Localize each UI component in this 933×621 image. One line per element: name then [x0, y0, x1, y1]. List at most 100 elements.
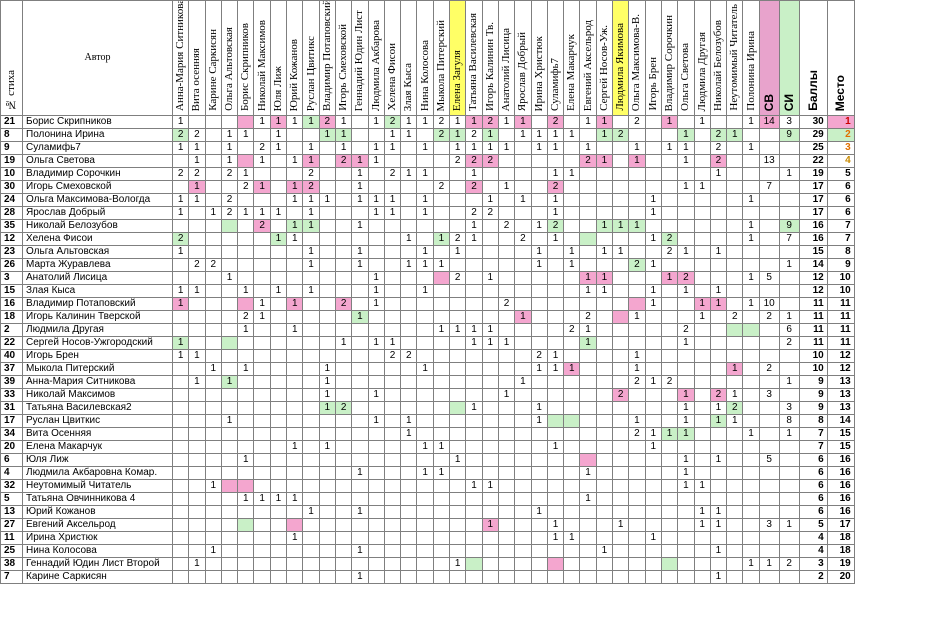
vote-cell: [644, 219, 662, 233]
place-cell: 11: [826, 336, 855, 350]
vote-cell: [481, 466, 499, 480]
voter-header-label: Игорь Брен: [646, 57, 659, 111]
vote-cell: [269, 219, 288, 233]
vote-cell: 1: [253, 115, 271, 129]
vote-cell: [628, 180, 646, 194]
vote-cell: [497, 167, 516, 181]
vote-cell: [286, 271, 304, 285]
author-name: Марта Журавлева: [22, 258, 173, 272]
vote-cell: 1: [286, 232, 304, 246]
vote-cell: 2: [220, 206, 239, 220]
vote-cell: [530, 518, 548, 532]
vote-cell: [351, 492, 369, 506]
author-name: Геннадий Юдин Лист Второй: [22, 557, 173, 571]
vote-cell: [220, 258, 239, 272]
vote-cell: [318, 206, 336, 220]
vote-cell: [612, 427, 630, 441]
vote-cell: [742, 167, 760, 181]
vote-cell: [253, 284, 271, 298]
vote-cell: [595, 570, 614, 584]
vote-cell: [383, 570, 402, 584]
vote-cell: [628, 479, 646, 493]
vote-cell: 1: [220, 375, 239, 389]
vote-cell: [432, 531, 451, 545]
vote-cell: [204, 180, 222, 194]
vote-cell: 1: [400, 115, 418, 129]
vote-cell: [432, 492, 451, 506]
vote-cell: 2: [383, 349, 402, 363]
place-cell: 8: [826, 245, 855, 259]
vote-cell: 1: [351, 193, 369, 207]
vote-cell: [465, 414, 483, 428]
vote-cell: 1: [742, 271, 760, 285]
vote-cell: [514, 466, 532, 480]
vote-cell: 1: [269, 284, 288, 298]
vote-cell: 1: [644, 206, 662, 220]
vote-cell: [660, 167, 679, 181]
vote-cell: [318, 427, 336, 441]
vote-cell: 1: [269, 141, 288, 155]
vote-cell: [514, 492, 532, 506]
table-row: 28 Ярослав Добрый 1 1 2 1 1 1 1 1 1 1 2 2 1 1 17 6: [0, 206, 855, 220]
poem-number: 28: [0, 206, 23, 220]
vote-cell: [269, 258, 288, 272]
vote-cell: [726, 440, 744, 454]
col-num-header: № стиха: [0, 0, 23, 116]
vote-cell: [269, 180, 288, 194]
vote-cell: [546, 401, 565, 415]
vote-cell: [334, 570, 353, 584]
vote-cell: [677, 544, 695, 558]
vote-cell: 1: [351, 219, 369, 233]
rating-table: № стиха Автор Анна-Мария Ситникова Вита осе…: [0, 0, 855, 584]
vote-cell: [465, 427, 483, 441]
vote-cell: [367, 362, 385, 376]
vote-cell: [612, 440, 630, 454]
vote-cell: 1: [677, 284, 695, 298]
vote-cell: [351, 232, 369, 246]
vote-cell: [563, 375, 581, 389]
vote-cell: [563, 271, 581, 285]
score-cell: 6: [798, 479, 828, 493]
vote-cell: 1: [188, 284, 206, 298]
vote-cell: [514, 323, 532, 337]
score-cell: 10: [798, 362, 828, 376]
vote-cell: [318, 271, 336, 285]
vote-cell: 1: [383, 193, 402, 207]
vote-cell: [465, 518, 483, 532]
voter-header-label: Игорь Калинин Тв.: [483, 21, 496, 111]
vote-cell: [742, 206, 760, 220]
vote-cell: [709, 349, 728, 363]
score-cell: 11: [798, 323, 828, 337]
vote-cell: [171, 219, 190, 233]
vote-cell: [367, 518, 385, 532]
si-cell: [778, 544, 800, 558]
vote-cell: [302, 414, 320, 428]
vote-cell: [416, 336, 434, 350]
vote-cell: 1: [302, 258, 320, 272]
vote-cell: [628, 570, 646, 584]
vote-cell: [612, 297, 630, 311]
vote-cell: [563, 154, 581, 168]
vote-cell: [497, 544, 516, 558]
vote-cell: [351, 427, 369, 441]
vote-cell: 1: [237, 284, 255, 298]
vote-cell: 1: [383, 141, 402, 155]
vote-cell: [253, 128, 271, 142]
sv-cell: [758, 531, 780, 545]
vote-cell: [514, 167, 532, 181]
poem-number: 25: [0, 544, 23, 558]
vote-cell: [269, 362, 288, 376]
vote-cell: [628, 167, 646, 181]
vote-cell: 1: [171, 193, 190, 207]
vote-cell: [334, 180, 353, 194]
vote-cell: [465, 310, 483, 324]
score-cell: 29: [798, 128, 828, 142]
vote-cell: [612, 466, 630, 480]
vote-cell: [628, 206, 646, 220]
vote-cell: [563, 544, 581, 558]
vote-cell: [742, 440, 760, 454]
vote-cell: [530, 193, 548, 207]
table-row: 18 Игорь Калинин Тверской 2 1 1 1 2 1 1 2 2 1 11 11: [0, 310, 855, 324]
vote-cell: [220, 466, 239, 480]
voter-header: Руслан Цвитикс: [302, 0, 320, 116]
